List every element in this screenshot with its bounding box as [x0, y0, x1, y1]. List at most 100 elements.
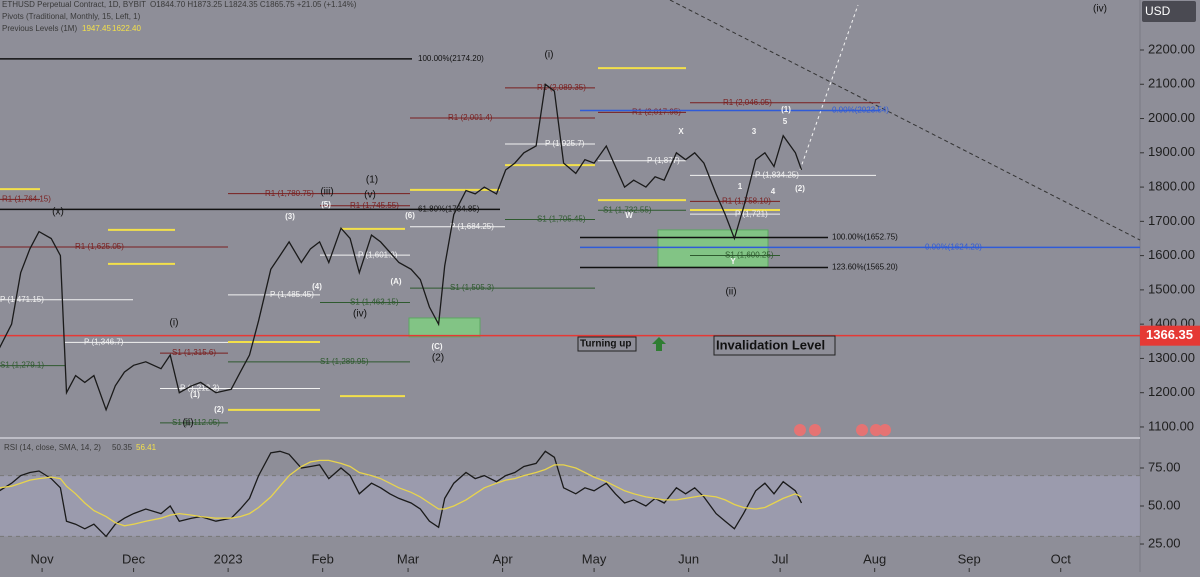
indicator: Previous Levels (1M)	[2, 24, 77, 33]
price-tag	[1140, 325, 1200, 346]
x-tick-label: Aug	[863, 551, 886, 566]
pivot-label: R1 (2,089.35)	[537, 83, 586, 92]
flag	[809, 424, 821, 436]
x-tick-label: Feb	[311, 551, 333, 566]
currency-box	[1142, 1, 1196, 22]
rsi-sma-value: 56.41	[136, 443, 157, 452]
pivot-label: S1 (1,705.45)	[537, 215, 586, 224]
fib-label: 0.00%(2023.54)	[832, 106, 889, 115]
wave-label: (x)	[52, 207, 64, 218]
wave-label: (i)	[545, 50, 554, 61]
wave-label: 3	[752, 127, 757, 136]
x-tick-label: Mar	[397, 551, 420, 566]
series-line	[0, 459, 802, 527]
wave-label: X	[678, 127, 684, 136]
zone	[657, 229, 769, 268]
wave-label: 4	[771, 187, 776, 196]
zone	[408, 317, 481, 338]
currency: USD	[1145, 4, 1171, 18]
wave-label: (1)	[190, 390, 200, 399]
wave-label: 1	[738, 182, 743, 191]
rsi-title: RSI (14, close, SMA, 14, 2)	[4, 443, 101, 452]
pivot-label: P (1,212.3)	[180, 384, 220, 393]
wave-label: (C)	[431, 342, 442, 351]
pivot-label: R1 (1,625.05)	[75, 242, 124, 251]
wave-label: (2)	[214, 405, 224, 414]
y-tick-label: 1100.00	[1148, 418, 1194, 433]
pivot-label: R1 (1,780.75)	[265, 189, 314, 198]
pivot-label: S1 (1,112.05)	[172, 418, 220, 427]
pivot-label: R1 (2,046.05)	[723, 98, 772, 107]
flag	[794, 424, 806, 436]
pivot-label: R1 (1,764.15)	[2, 194, 51, 203]
y-tick-label: 1500.00	[1148, 281, 1195, 296]
x-tick-label: Nov	[31, 551, 55, 566]
wave-label: (ii)	[182, 418, 193, 429]
price-tag-label: 1366.35	[1146, 327, 1193, 342]
x-tick-label: Sep	[958, 551, 981, 566]
pivot-label: P (1,877)	[647, 156, 680, 165]
pivot-label: S1 (1,505.3)	[450, 283, 494, 292]
x-tick-label: Jul	[772, 551, 789, 566]
fib-label: 61.80%(1734.85)	[418, 205, 480, 214]
y-tick-label: 1600.00	[1148, 247, 1195, 262]
wave-label: (ii)	[725, 287, 736, 298]
y-tick-label: 1800.00	[1148, 179, 1195, 194]
flag	[870, 424, 882, 436]
pivot-label: P (1,925.7)	[545, 139, 585, 148]
projection	[799, 4, 859, 171]
annotation-box	[713, 335, 836, 356]
pivot-label: S1 (1,315.6)	[172, 348, 216, 357]
y-tick-label: 2200.00	[1148, 41, 1195, 56]
annotation-box	[577, 336, 637, 352]
arrow-up	[652, 337, 666, 351]
wave-label: W	[625, 211, 633, 220]
x-tick-label: Oct	[1051, 551, 1072, 566]
y-tick-label: 75.00	[1148, 459, 1181, 474]
pivot-label: P (1,471.15)	[0, 295, 44, 304]
y-tick-label: 1300.00	[1148, 350, 1195, 365]
y-tick-label: 1200.00	[1148, 384, 1195, 399]
indicator-value: 1622.40	[112, 24, 141, 33]
fib-label: 0.00%(1624.20)	[925, 242, 982, 251]
annotation: Turning up	[580, 339, 631, 350]
wave-label: 5	[783, 117, 788, 126]
x-tick-label: Jun	[678, 551, 699, 566]
wave-label: (6)	[405, 211, 415, 220]
pivot-label: P (1,834.25)	[755, 170, 799, 179]
ohlc: O1844.70 H1873.25 L1824.35 C1865.75 +21.…	[150, 0, 357, 9]
wave-label: (1)	[781, 105, 791, 114]
series-line	[0, 83, 803, 412]
wave-label: (3)	[285, 212, 295, 221]
wave-label: (4)	[312, 282, 322, 291]
wave-label: (i)	[170, 318, 179, 329]
series-line	[0, 450, 803, 538]
rsi-value: 50.35	[112, 443, 133, 452]
pivot-label: P (1,601.3)	[358, 250, 398, 259]
pivot-label: S1 (1,289.95)	[320, 357, 369, 366]
fib-label: 100.00%(1652.75)	[832, 233, 898, 242]
pivot-label: S1 (1,463.15)	[350, 298, 399, 307]
x-tick-label: May	[582, 551, 607, 566]
wave-label: (iv)	[1093, 4, 1107, 15]
flag	[879, 424, 891, 436]
indicator: Pivots (Traditional, Monthly, 15, Left, …	[2, 12, 141, 21]
indicator-value: 1947.45	[82, 24, 111, 33]
wave-label: (5)	[321, 200, 331, 209]
pivot-label: R1 (2,001.4)	[448, 113, 493, 122]
y-tick-label: 2100.00	[1148, 76, 1195, 91]
x-tick-label: Apr	[492, 551, 513, 566]
pivot-label: R1 (1,758.10)	[722, 197, 771, 206]
wave-label: (iii)	[320, 187, 333, 198]
y-tick-label: 1900.00	[1148, 144, 1195, 159]
pivot-label: R1 (1,745.55)	[350, 201, 399, 210]
wave-label: (iv)	[353, 309, 367, 320]
pivot-label: S1 (1,279.1)	[0, 361, 44, 370]
wave-label: (A)	[390, 277, 401, 286]
symbol: ETHUSD Perpetual Contract, 1D, BYBIT	[2, 0, 146, 9]
flag	[856, 424, 868, 436]
pivot-label: P (1,346.7)	[84, 338, 124, 347]
wave-label: (1)	[366, 175, 378, 186]
pivot-label: S1 (1,600.25)	[725, 251, 774, 260]
